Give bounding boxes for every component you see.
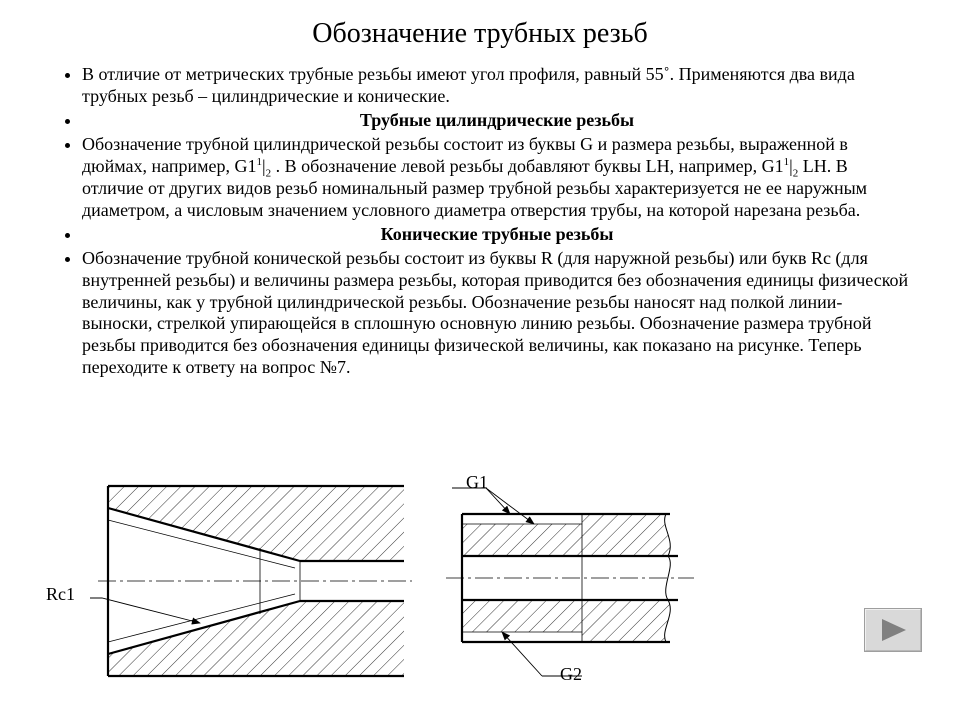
page-title: Обозначение трубных резьб [40,18,920,50]
play-icon [878,617,908,643]
para-3: Обозначение трубной конической резьбы со… [82,248,920,380]
label-rc1: Rc1 [46,584,75,605]
figures-area: Rc1 G1 G2 [0,478,960,708]
next-button[interactable] [864,608,922,652]
para-2: Обозначение трубной цилиндрической резьб… [82,134,920,222]
figure-cylindrical [432,474,722,694]
bullet-list: В отличие от метрических трубные резьбы … [40,64,920,379]
para-1: В отличие от метрических трубные резьбы … [82,64,920,108]
subheading-cylindrical: Трубные цилиндрические резьбы [82,110,920,132]
subheading-conical: Конические трубные резьбы [82,224,920,246]
figure-conical [90,478,420,688]
